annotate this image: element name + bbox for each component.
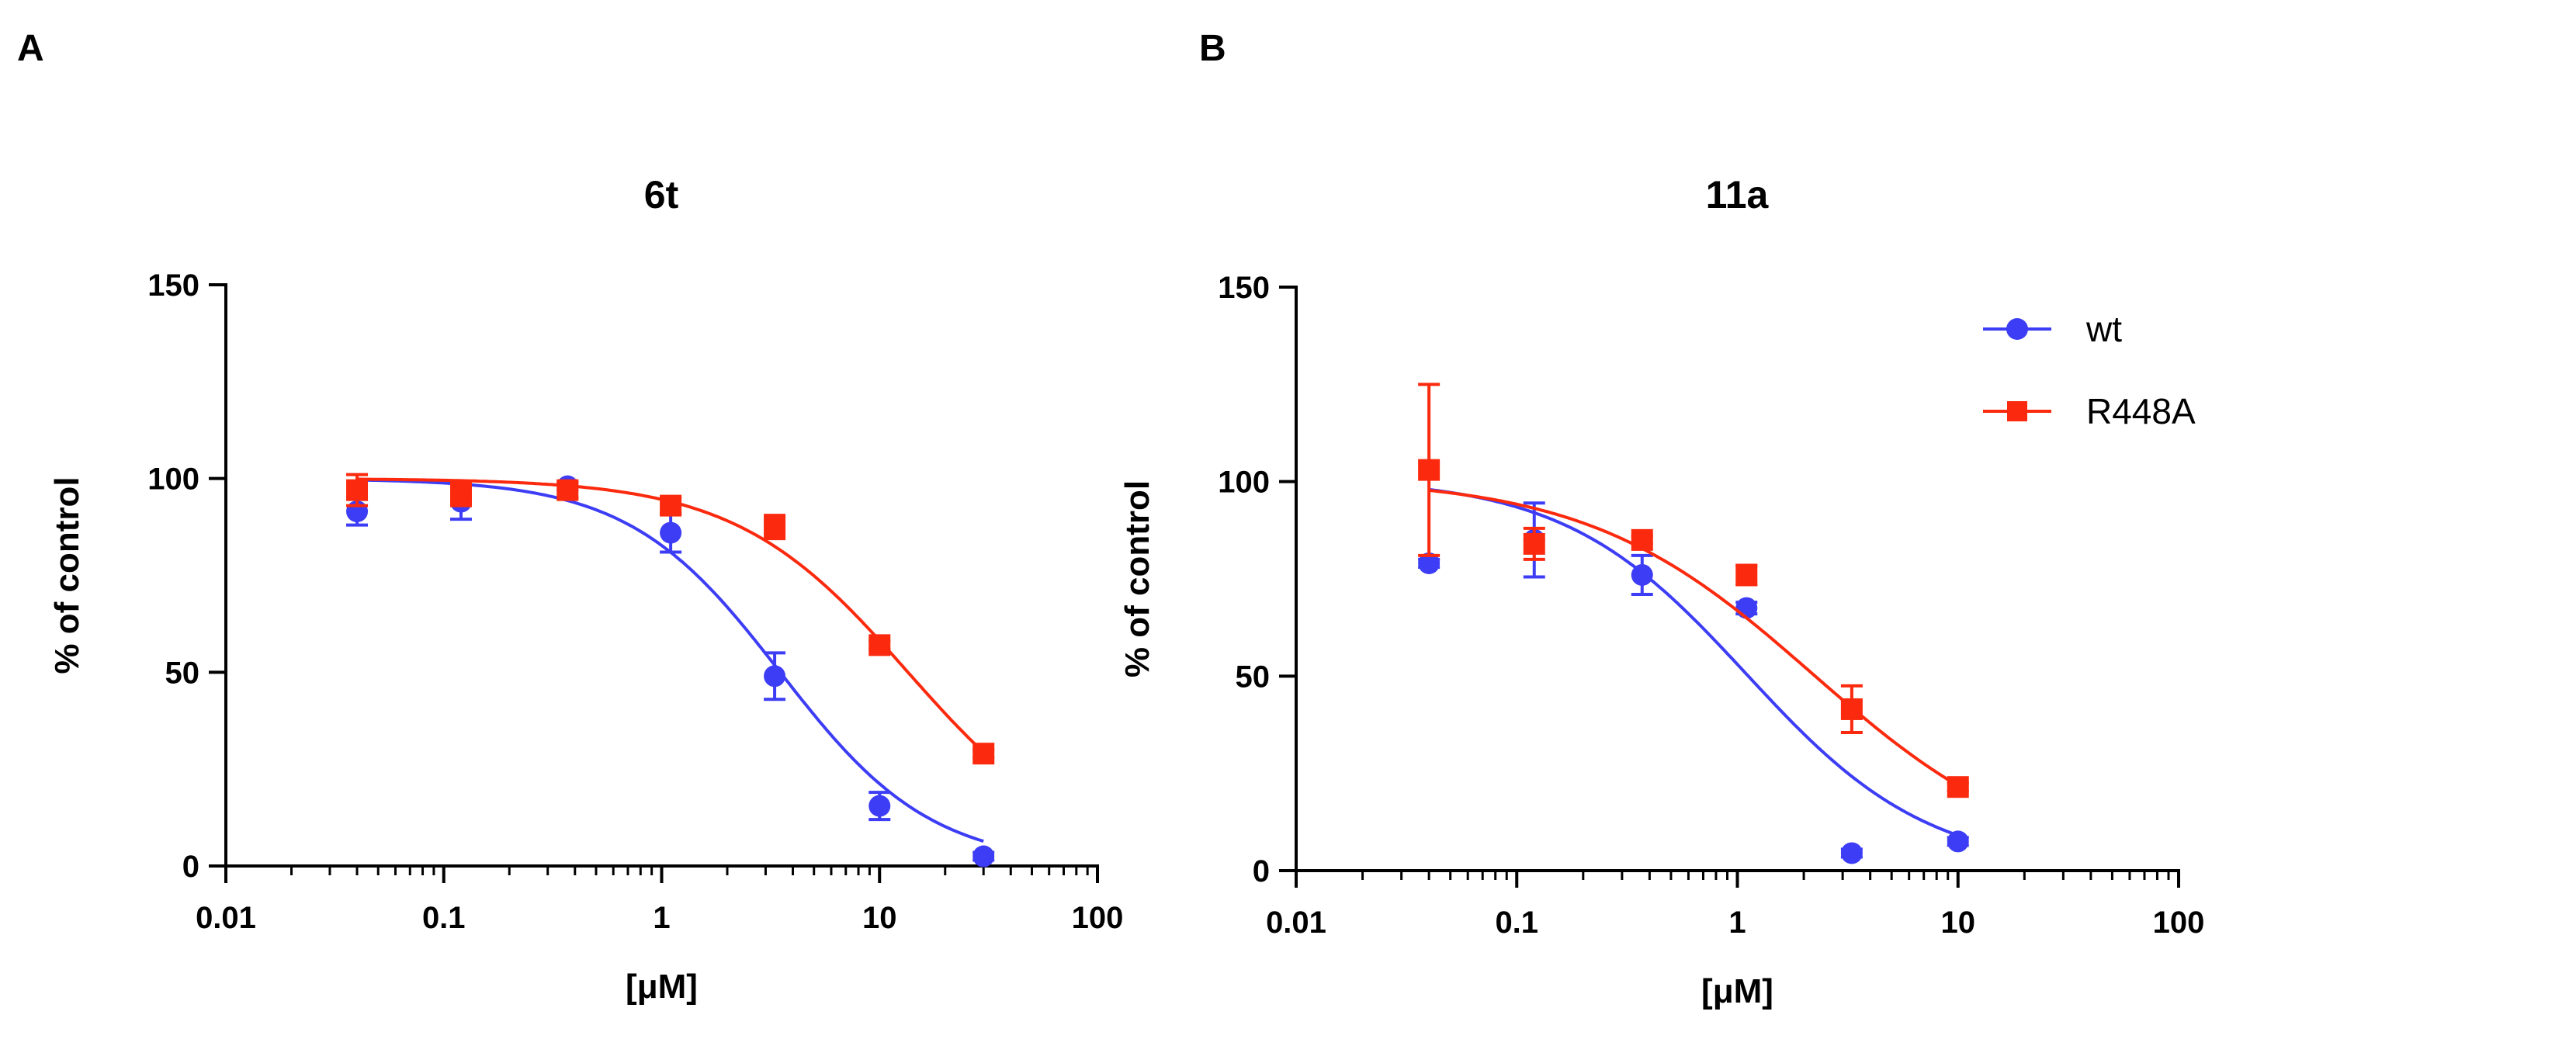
data-point-r448a — [973, 743, 995, 765]
data-point-r448a — [346, 479, 369, 501]
series-wt — [1418, 487, 1969, 864]
x-tick-label: 0.1 — [1495, 906, 1538, 940]
x-tick-label: 10 — [862, 901, 897, 935]
y-tick-label: 0 — [1253, 854, 1270, 888]
x-tick-label: 100 — [2153, 906, 2205, 940]
x-tick-label: 1 — [1728, 906, 1746, 940]
y-tick-label: 100 — [1218, 466, 1270, 500]
data-point-wt — [1418, 552, 1441, 574]
x-axis-label: [μM] — [1701, 972, 1773, 1010]
y-tick-label: 50 — [165, 656, 200, 690]
y-tick-label: 50 — [1236, 660, 1271, 694]
panel-letter-a: A — [17, 28, 44, 69]
series-r448a — [346, 473, 995, 765]
data-point-wt — [764, 665, 786, 688]
fit-curve-r448a — [1428, 488, 1959, 788]
y-axis-label: % of control — [48, 476, 86, 674]
data-point-wt — [1840, 842, 1863, 864]
chart-11a: 11a 0.01 0.1 1 10 100 0 50 100 150 [μM] % of contro… — [1118, 173, 2204, 1010]
series-r448a — [1418, 383, 1969, 798]
x-tick-label: 0.01 — [1266, 906, 1326, 940]
y-tick-label: 150 — [1218, 271, 1270, 305]
data-point-r448a — [556, 479, 579, 501]
chart-title: 6t — [644, 173, 679, 216]
y-tick-label: 100 — [147, 462, 199, 497]
x-tick-label: 100 — [1072, 901, 1124, 935]
y-axis-label: % of control — [1118, 480, 1156, 677]
panel-letter-b: B — [1199, 28, 1226, 69]
data-point-r448a — [868, 634, 891, 656]
x-tick-label: 1 — [653, 901, 670, 935]
data-point-wt — [1735, 597, 1758, 619]
data-point-r448a — [1840, 698, 1863, 720]
data-point-r448a — [1523, 532, 1545, 555]
data-point-r448a — [1947, 776, 1969, 798]
data-point-wt — [1631, 563, 1653, 586]
x-tick-label: 10 — [1941, 906, 1976, 940]
legend-wt-label: wt — [2085, 309, 2122, 349]
chart-6t: 6t 0.01 0.1 1 10 100 0 50 100 150 [μM] % of control — [48, 173, 1123, 1006]
data-point-r448a — [449, 483, 472, 505]
legend-r448a-label: R448A — [2086, 391, 2196, 431]
data-point-wt — [868, 795, 891, 817]
data-point-r448a — [764, 516, 786, 539]
data-point-wt — [973, 845, 995, 868]
data-point-wt — [1947, 830, 1969, 853]
legend-wt-marker — [2006, 318, 2028, 340]
x-tick-label: 0.01 — [196, 901, 256, 935]
data-point-r448a — [660, 494, 682, 517]
data-point-r448a — [1418, 459, 1441, 481]
x-axis-label: [μM] — [626, 968, 698, 1006]
y-tick-label: 0 — [182, 850, 199, 884]
y-tick-label: 150 — [147, 268, 199, 303]
data-point-wt — [660, 521, 682, 544]
legend-r448a-marker — [2007, 401, 2027, 421]
legend: wt R448A — [1983, 309, 2196, 431]
data-point-r448a — [1631, 528, 1653, 551]
series-wt — [346, 475, 995, 868]
fit-curve-wt — [1428, 487, 1959, 837]
chart-title: 11a — [1706, 173, 1770, 216]
data-point-r448a — [1735, 563, 1758, 586]
x-tick-label: 0.1 — [422, 901, 466, 935]
